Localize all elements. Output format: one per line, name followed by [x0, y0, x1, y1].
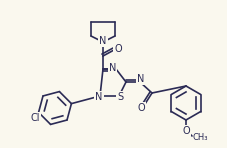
- Text: S: S: [116, 92, 123, 102]
- Text: O: O: [114, 44, 121, 54]
- Text: N: N: [99, 36, 106, 46]
- Text: O: O: [137, 103, 144, 113]
- Text: N: N: [95, 92, 102, 102]
- Text: O: O: [181, 126, 189, 136]
- Text: N: N: [137, 74, 144, 84]
- Text: N: N: [108, 63, 116, 73]
- Text: Cl: Cl: [31, 113, 40, 123]
- Text: CH₃: CH₃: [192, 132, 207, 141]
